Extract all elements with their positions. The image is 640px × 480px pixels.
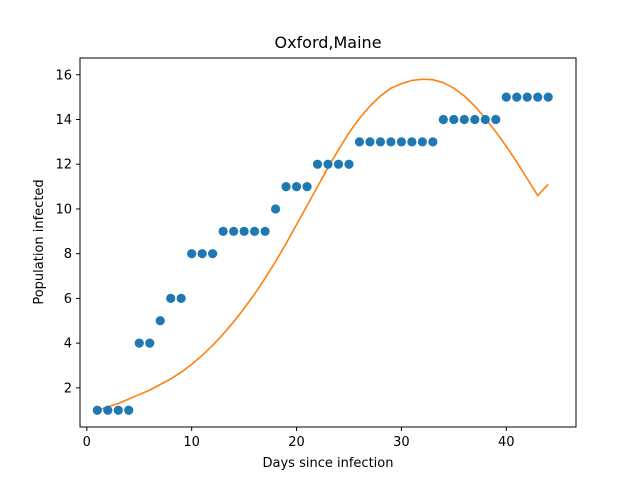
data-point [512,92,522,102]
data-point [428,137,438,147]
y-tick-label: 10 [55,202,72,217]
x-tick-label: 20 [288,435,305,450]
data-point [260,226,270,236]
data-point [270,204,281,214]
data-point [302,181,312,192]
data-point [344,159,354,169]
data-point [187,249,197,259]
data-point [166,293,176,304]
data-point [103,405,113,415]
fit-line [97,78,549,411]
data-point [124,405,134,415]
data-point [438,114,448,125]
data-point [155,316,165,326]
y-tick-label: 14 [55,113,72,128]
data-point [396,137,407,147]
data-point [176,293,186,304]
x-axis-label: Days since infection [263,456,394,471]
data-point [543,92,553,102]
data-point [323,159,333,169]
x-axis: 0 10 20 30 40 [83,427,515,450]
data-point [501,92,511,102]
data-point [459,114,469,125]
data-point [480,114,490,125]
y-axis-label: Population infected [32,179,47,304]
data-point [365,137,375,147]
y-tick-label: 6 [64,292,72,307]
data-point [417,137,427,147]
data-point [522,92,532,102]
x-tick-label: 0 [83,435,91,450]
axes-frame [79,57,577,428]
y-tick-label: 2 [64,381,72,396]
data-point [449,114,459,125]
y-tick-label: 4 [64,337,72,352]
x-tick-label: 30 [393,435,410,450]
data-point [533,92,543,102]
data-point [281,181,291,192]
data-point [113,405,123,415]
data-point [291,181,302,192]
data-point [197,249,207,259]
data-point [407,137,417,147]
data-point [229,226,239,236]
data-point [312,159,323,169]
data-point [145,338,155,348]
data-point [239,226,249,236]
chart-title: Oxford,Maine [274,33,381,52]
data-point [491,114,501,125]
data-point [249,226,260,236]
data-point [333,159,344,169]
y-tick-label: 12 [55,158,72,173]
data-point [386,137,396,147]
y-tick-label: 16 [55,68,72,83]
fit-layer [97,78,549,411]
data-point [470,114,480,125]
y-tick-label: 8 [64,247,72,262]
data-point [134,338,144,348]
x-tick-label: 10 [183,435,200,450]
points-layer [92,92,553,415]
x-tick-label: 40 [498,435,515,450]
data-point [354,137,365,147]
data-point [218,226,228,236]
data-point [92,405,102,415]
data-point [375,137,386,147]
y-axis: 2 4 6 8 10 12 14 16 [55,68,80,396]
data-point [208,249,218,259]
